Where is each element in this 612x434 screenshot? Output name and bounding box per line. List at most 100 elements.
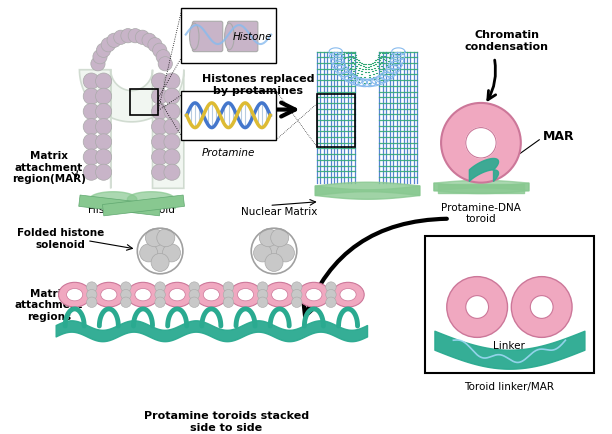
Circle shape (93, 50, 107, 65)
Circle shape (155, 290, 165, 300)
Circle shape (140, 244, 158, 262)
Circle shape (326, 282, 336, 293)
Circle shape (164, 135, 180, 151)
Circle shape (158, 57, 173, 72)
Circle shape (511, 277, 572, 338)
Circle shape (152, 135, 168, 151)
Circle shape (466, 296, 488, 319)
Ellipse shape (161, 283, 193, 307)
Ellipse shape (127, 283, 159, 307)
Ellipse shape (203, 289, 220, 301)
Circle shape (95, 135, 111, 151)
Circle shape (152, 74, 168, 90)
Ellipse shape (59, 283, 91, 307)
Text: Protamine toroids stacked
side to side: Protamine toroids stacked side to side (144, 411, 309, 432)
Circle shape (95, 104, 111, 120)
Text: Chromatin
condensation: Chromatin condensation (465, 30, 548, 52)
Bar (425, 236, 594, 374)
Circle shape (128, 30, 143, 44)
Circle shape (152, 119, 168, 135)
Circle shape (86, 297, 97, 308)
Circle shape (148, 39, 162, 53)
Circle shape (152, 104, 168, 120)
Bar (130, 89, 158, 116)
Circle shape (95, 150, 111, 166)
Circle shape (253, 244, 272, 262)
Circle shape (83, 150, 99, 166)
Ellipse shape (67, 289, 83, 301)
Circle shape (83, 74, 99, 90)
Circle shape (223, 290, 234, 300)
Circle shape (223, 282, 234, 293)
Circle shape (83, 119, 99, 135)
Circle shape (189, 297, 200, 308)
Circle shape (223, 297, 234, 308)
Text: Toroid linker/MAR: Toroid linker/MAR (465, 381, 554, 391)
Circle shape (151, 254, 169, 272)
Ellipse shape (306, 289, 322, 301)
Circle shape (86, 282, 97, 293)
Text: Histone: Histone (233, 31, 272, 41)
Polygon shape (80, 70, 184, 189)
Ellipse shape (195, 283, 228, 307)
Bar (181, 92, 276, 141)
Circle shape (326, 290, 336, 300)
Ellipse shape (237, 289, 253, 301)
Circle shape (86, 290, 97, 300)
Circle shape (157, 229, 175, 247)
Circle shape (189, 290, 200, 300)
Circle shape (96, 44, 111, 58)
Circle shape (135, 31, 149, 45)
Ellipse shape (190, 24, 199, 51)
Circle shape (121, 30, 135, 44)
Circle shape (164, 74, 180, 90)
Circle shape (259, 229, 277, 247)
Circle shape (258, 297, 268, 308)
Text: Protamine-DNA
toroid: Protamine-DNA toroid (441, 202, 521, 224)
Text: Histone solenoid: Histone solenoid (88, 205, 175, 215)
Ellipse shape (169, 289, 185, 301)
Circle shape (101, 39, 116, 53)
Ellipse shape (332, 283, 364, 307)
Text: Matrix
attachment
region(MAR): Matrix attachment region(MAR) (12, 151, 86, 184)
Circle shape (265, 254, 283, 272)
Circle shape (107, 34, 121, 48)
Circle shape (95, 89, 111, 105)
Circle shape (155, 297, 165, 308)
Text: Folded histone
solenoid: Folded histone solenoid (17, 227, 104, 249)
Ellipse shape (135, 289, 151, 301)
Text: Nuclear Matrix: Nuclear Matrix (241, 207, 317, 217)
FancyBboxPatch shape (192, 22, 223, 53)
Ellipse shape (297, 283, 330, 307)
Text: Histones replaced
by protamines: Histones replaced by protamines (201, 74, 314, 95)
Circle shape (156, 50, 170, 65)
Circle shape (95, 74, 111, 90)
Ellipse shape (340, 289, 356, 301)
Circle shape (258, 290, 268, 300)
Circle shape (291, 282, 302, 293)
Circle shape (277, 244, 294, 262)
Text: MAR: MAR (543, 129, 574, 142)
Circle shape (441, 104, 521, 183)
Circle shape (152, 165, 168, 181)
Circle shape (83, 89, 99, 105)
Circle shape (155, 282, 165, 293)
Bar (181, 9, 276, 64)
Circle shape (142, 34, 156, 48)
Circle shape (326, 297, 336, 308)
Circle shape (152, 89, 168, 105)
Ellipse shape (225, 24, 234, 51)
Ellipse shape (230, 283, 262, 307)
Circle shape (114, 31, 128, 45)
Circle shape (83, 135, 99, 151)
Circle shape (447, 277, 507, 338)
Circle shape (121, 297, 131, 308)
Circle shape (164, 150, 180, 166)
Circle shape (91, 57, 105, 72)
Circle shape (164, 104, 180, 120)
Circle shape (271, 229, 289, 247)
Circle shape (146, 229, 163, 247)
Circle shape (152, 150, 168, 166)
Circle shape (164, 119, 180, 135)
Circle shape (83, 165, 99, 181)
